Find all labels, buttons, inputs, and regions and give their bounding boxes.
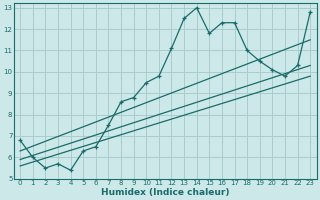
X-axis label: Humidex (Indice chaleur): Humidex (Indice chaleur) xyxy=(101,188,229,197)
